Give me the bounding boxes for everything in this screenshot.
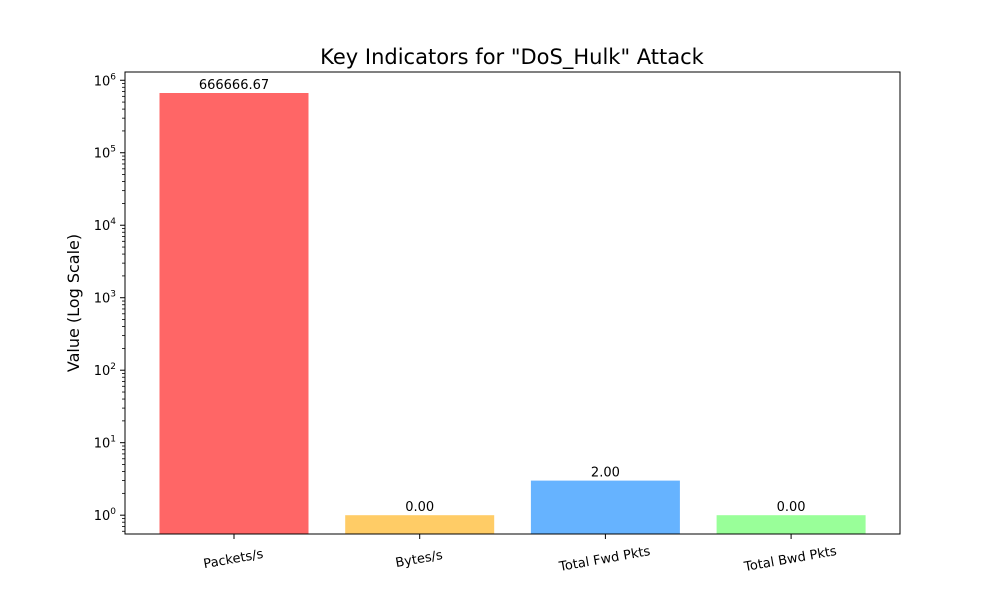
chart-title: Key Indicators for "DoS_Hulk" Attack (320, 45, 705, 70)
bar-packets-s (159, 93, 309, 534)
y-tick-label: 105 (94, 145, 116, 162)
x-tick-label: Total Bwd Pkts (742, 544, 838, 575)
data-label: 2.00 (591, 466, 620, 481)
y-tick-label: 101 (94, 435, 116, 452)
y-tick-label: 103 (94, 290, 116, 307)
y-tick-label: 106 (94, 72, 117, 89)
plot-frame (124, 71, 901, 535)
y-axis-ticks: 100 101 102 103 104 105 106 (94, 72, 125, 532)
y-axis-label: Value (Log Scale) (64, 234, 83, 372)
data-label: 0.00 (405, 500, 434, 515)
y-tick-label: 104 (94, 217, 117, 234)
x-tick-label: Total Fwd Pkts (557, 544, 652, 575)
bar-group (159, 93, 866, 534)
x-tick-label: Packets/s (202, 547, 264, 572)
data-label: 0.00 (777, 500, 806, 515)
bar-total-bwd-pkts (716, 515, 866, 534)
data-label: 666666.67 (199, 78, 269, 93)
data-label-group: 666666.67 0.00 2.00 0.00 (199, 78, 806, 515)
y-tick-label: 102 (94, 362, 116, 379)
x-axis-ticks: Packets/s Bytes/s Total Fwd Pkts Total Bwd … (202, 534, 838, 575)
y-tick-label: 100 (94, 507, 117, 524)
bar-bytes-s (345, 515, 495, 534)
x-tick-label: Bytes/s (394, 548, 444, 571)
bar-total-fwd-pkts (530, 480, 680, 534)
